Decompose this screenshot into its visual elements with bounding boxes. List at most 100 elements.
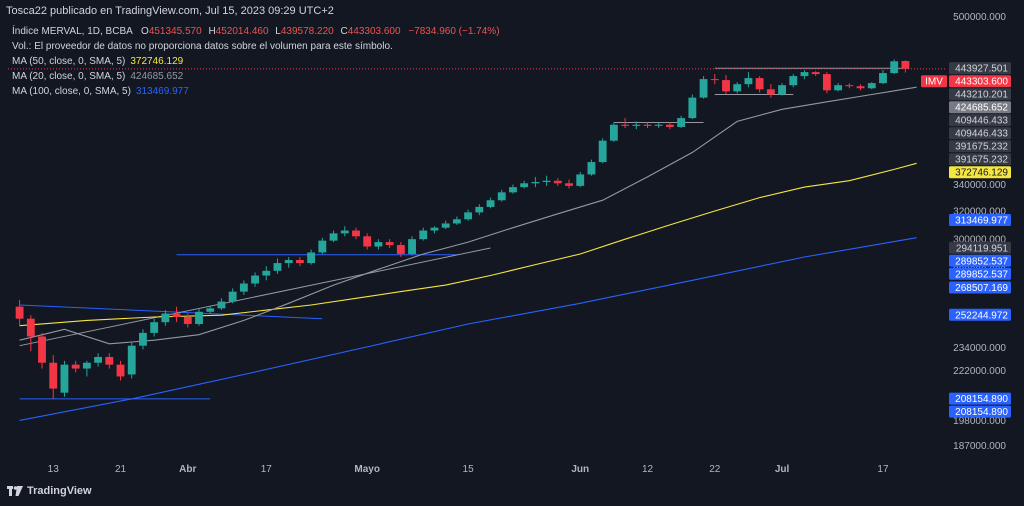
candlestick-chart[interactable]: 500000.000 340000.000 320000.000 300000.000… [0, 0, 1024, 478]
candle [150, 318, 159, 337]
candle-body [94, 356, 103, 363]
candle-body [38, 336, 46, 363]
price-label: 252244.972 [949, 308, 1011, 321]
candle-body [26, 318, 35, 337]
publisher-text: Tosca22 publicado en TradingView.com, Ju… [6, 5, 334, 17]
candle [800, 70, 809, 80]
candle-body [856, 86, 865, 89]
chart-header: Tosca22 publicado en TradingView.com, Ju… [0, 0, 1024, 20]
price-label-bg [949, 241, 1011, 254]
candle [408, 236, 416, 256]
price-label: 313469.977 [949, 214, 1011, 227]
candle-body [374, 242, 383, 247]
candle-body [60, 364, 69, 393]
price-label-text: 391675.232 [955, 155, 1008, 166]
price-label-bg [949, 140, 1011, 153]
candle-body [71, 364, 80, 369]
symbol-tag-text: IMV [925, 77, 943, 88]
candle [352, 227, 360, 240]
price-label-text: 372746.129 [955, 168, 1008, 179]
candle [822, 72, 831, 94]
symbol-title[interactable]: Índice MERVAL, 1D, BCBA [12, 26, 133, 37]
candle-body [834, 85, 843, 91]
candle-body [228, 291, 237, 302]
legend-ohlc-row[interactable]: Índice MERVAL, 1D, BCBA O451345.570 H452… [12, 24, 500, 39]
y-tick-label: 500000.000 [953, 12, 1006, 23]
close-label: C [340, 26, 348, 37]
footer-bar: TradingView [0, 478, 1024, 506]
candle [879, 70, 887, 85]
x-tick-label: 21 [115, 464, 127, 475]
candle-body [598, 140, 607, 163]
ma-20-line [19, 86, 917, 345]
ma-20-row[interactable]: MA (20, close, 0, SMA, 5) 424685.652 [12, 69, 500, 84]
x-tick-label: Jun [571, 464, 589, 475]
candle [587, 159, 596, 176]
candle-body [654, 124, 663, 126]
candle-body [520, 183, 529, 188]
price-label-bg [949, 75, 1011, 88]
candle-body [284, 260, 293, 264]
candle-body [643, 124, 652, 126]
ma-20-value: 424685.652 [130, 71, 184, 82]
candle-body [497, 192, 506, 201]
candle-body [755, 78, 764, 90]
x-tick-label: Jul [775, 464, 790, 475]
x-tick-label: 17 [261, 464, 273, 475]
candle-body [722, 80, 730, 92]
candle-body [710, 79, 719, 81]
candle [127, 341, 136, 379]
candle-body [419, 230, 428, 240]
price-label: 443210.201 [949, 88, 1011, 101]
candle [766, 84, 775, 98]
candle [295, 256, 304, 267]
price-label: 372746.129 [949, 166, 1011, 179]
candle [82, 360, 91, 377]
change-value: −7834.960 (−1.74%) [408, 26, 500, 37]
candle [486, 197, 495, 209]
candle [195, 308, 203, 326]
candle [430, 226, 439, 234]
candle-body [553, 180, 562, 184]
candle-body [139, 332, 147, 346]
price-label-text: 268507.169 [955, 283, 1008, 294]
candle-body [217, 301, 226, 309]
candle [755, 76, 764, 93]
candle-body [542, 180, 551, 183]
price-label: 294119.951 [949, 241, 1011, 254]
candle [15, 299, 24, 326]
candle-body [396, 245, 405, 254]
candle-body [307, 252, 316, 264]
price-label: 443303.600 IMV [921, 75, 1011, 88]
price-label-text: 443927.501 [955, 64, 1008, 75]
ma-100-label: MA (100, close, 0, SMA, 5) [12, 86, 131, 97]
candle [262, 266, 271, 281]
candle-body [845, 85, 854, 87]
low-value: 439578.220 [280, 26, 334, 37]
price-label-bg [949, 281, 1011, 294]
candle-body [677, 118, 686, 127]
price-label: 208154.890 [949, 392, 1011, 405]
candle-body [15, 306, 24, 319]
price-label-text: 424685.652 [955, 103, 1008, 114]
candle-body [82, 362, 91, 369]
brand-label: TradingView [27, 485, 92, 497]
candle [834, 83, 843, 92]
candle-body [127, 345, 136, 375]
candle [621, 118, 630, 129]
price-label-text: 208154.890 [955, 394, 1008, 405]
candle [598, 138, 607, 164]
candle [452, 216, 461, 225]
candle [60, 360, 69, 397]
price-label-text: 289852.537 [955, 269, 1008, 280]
x-tick-label: 15 [463, 464, 475, 475]
candle [374, 239, 383, 250]
candle-body [273, 263, 282, 271]
tradingview-logo[interactable]: TradingView [7, 485, 92, 497]
ma-50-line [19, 162, 917, 327]
ma-50-row[interactable]: MA (50, close, 0, SMA, 5) 372746.129 [12, 54, 500, 69]
candle [744, 72, 753, 88]
ma-100-row[interactable]: MA (100, close, 0, SMA, 5) 313469.977 [12, 84, 500, 99]
open-label: O [141, 26, 149, 37]
candle-body [632, 124, 641, 126]
